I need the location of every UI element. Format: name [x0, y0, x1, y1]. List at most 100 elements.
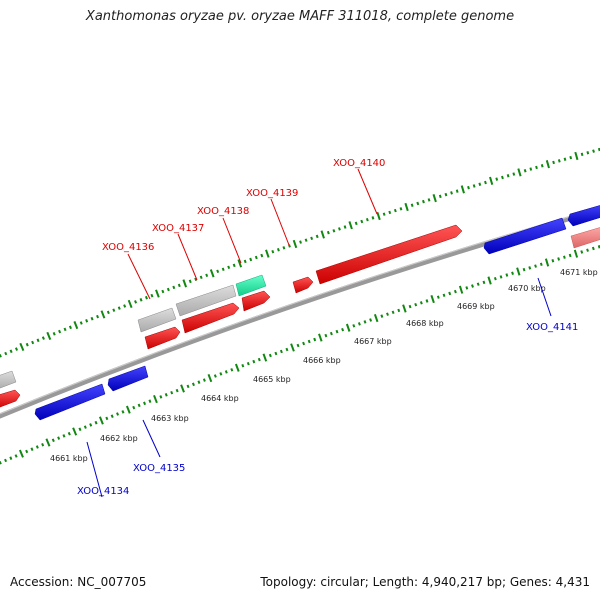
scale-tick — [268, 353, 272, 358]
scale-tick — [94, 420, 98, 425]
scale-tick — [557, 257, 561, 261]
scale-tick — [41, 336, 45, 340]
scale-tick — [63, 327, 67, 332]
scale-tick — [78, 427, 82, 432]
gene-label[interactable]: XOO_4134 — [77, 486, 129, 497]
scale-tick — [62, 434, 66, 438]
scale-tick — [318, 333, 323, 342]
scale-tick — [580, 152, 584, 157]
scale-label: 4667 kbp — [354, 337, 392, 346]
scale-tick — [221, 267, 225, 272]
scale-label: 4666 kbp — [303, 356, 341, 365]
scale-tick — [150, 293, 154, 298]
scale-tick — [110, 414, 114, 418]
scale-tick — [241, 363, 245, 368]
scale-label: 4665 kbp — [253, 375, 291, 384]
scale-tick — [105, 416, 109, 421]
scale-tick — [458, 285, 464, 294]
scale-tick — [98, 416, 104, 425]
gene-feature[interactable] — [483, 217, 567, 255]
scale-tick — [335, 329, 339, 334]
scale-tick — [523, 169, 527, 173]
pseudogene-feature[interactable] — [0, 370, 17, 390]
scale-tick — [18, 449, 24, 458]
gene-label[interactable]: XOO_4136 — [102, 242, 154, 253]
gene-feature[interactable] — [315, 224, 463, 285]
scale-tick — [9, 349, 13, 354]
gene-label[interactable]: XOO_4140 — [333, 158, 385, 169]
gene-label[interactable]: XOO_4138 — [197, 206, 249, 217]
scale-labels: 4661 kbp 4662 kbp 4663 kbp 4664 kbp 4665… — [50, 268, 598, 463]
gene-label[interactable]: XOO_4135 — [133, 463, 185, 474]
scale-tick — [569, 155, 573, 160]
leader-line — [177, 233, 198, 281]
scale-tick — [31, 340, 35, 345]
gene-feature[interactable] — [34, 383, 106, 421]
gene-feature[interactable] — [292, 276, 314, 294]
scale-tick — [127, 299, 133, 309]
scale-tick — [586, 151, 590, 155]
scale-tick — [501, 175, 504, 180]
scale-tick — [453, 289, 457, 294]
pseudogene-feature[interactable] — [175, 284, 237, 317]
scale-tick — [72, 427, 78, 436]
scale-tick — [460, 185, 465, 194]
gene-feature[interactable] — [567, 204, 600, 227]
scale-tick — [551, 259, 555, 263]
scale-tick — [341, 327, 345, 332]
leader-line — [127, 253, 151, 300]
gene-label[interactable]: XOO_4137 — [152, 223, 204, 234]
scale-tick — [422, 199, 425, 204]
scale-tick — [194, 277, 198, 282]
scale-tick — [324, 333, 328, 338]
gene-feature[interactable] — [181, 302, 240, 334]
scale-tick — [73, 321, 79, 330]
scale-tick — [512, 172, 516, 176]
scale-tick — [144, 295, 148, 300]
scale-label: 4664 kbp — [201, 394, 239, 403]
scale-tick — [465, 286, 469, 290]
scale-tick — [467, 185, 470, 190]
scale-tick — [343, 225, 347, 229]
scale-tick — [529, 167, 533, 171]
gene-labels: XOO_4134 XOO_4135 XOO_4136 XOO_4137 XOO_… — [77, 158, 578, 497]
scale-tick — [432, 193, 437, 203]
scale-tick — [544, 258, 550, 267]
scale-tick — [68, 325, 72, 330]
rna-feature[interactable] — [235, 274, 267, 297]
gene-feature[interactable] — [107, 365, 149, 392]
scale-tick — [161, 289, 165, 294]
scale-tick — [89, 423, 93, 427]
scale-tick — [495, 177, 499, 181]
gene-feature[interactable] — [241, 290, 271, 312]
scale-tick — [450, 191, 453, 195]
scale-tick — [371, 216, 375, 220]
scale-tick — [123, 304, 127, 308]
scale-tick — [329, 331, 333, 336]
scale-tick — [232, 263, 236, 268]
scale-tick — [557, 159, 561, 163]
scale-tick — [482, 280, 486, 285]
pseudogene-feature[interactable] — [137, 307, 177, 333]
scale-tick — [237, 259, 243, 268]
scale-tick — [391, 310, 395, 315]
gene-label[interactable]: XOO_4141 — [526, 322, 578, 333]
scale-tick — [388, 210, 392, 215]
gene-feature[interactable] — [0, 389, 21, 409]
scale-tick — [202, 378, 206, 382]
scale-tick — [282, 246, 286, 250]
scale-tick — [365, 217, 369, 222]
scale-tick — [382, 212, 386, 216]
gene-label[interactable]: XOO_4139 — [246, 188, 298, 199]
scale-tick — [419, 301, 423, 305]
scale-tick — [172, 285, 176, 290]
scale-tick — [117, 306, 121, 310]
genome-title: Xanthomonas oryzae pv. oryzae MAFF 31101… — [85, 9, 515, 24]
scale-tick — [155, 289, 160, 298]
scale-tick — [106, 310, 110, 315]
scale-tick — [170, 390, 174, 395]
scale-tick — [448, 291, 452, 296]
gene-feature[interactable] — [144, 326, 181, 350]
gene-feature[interactable] — [570, 226, 600, 249]
